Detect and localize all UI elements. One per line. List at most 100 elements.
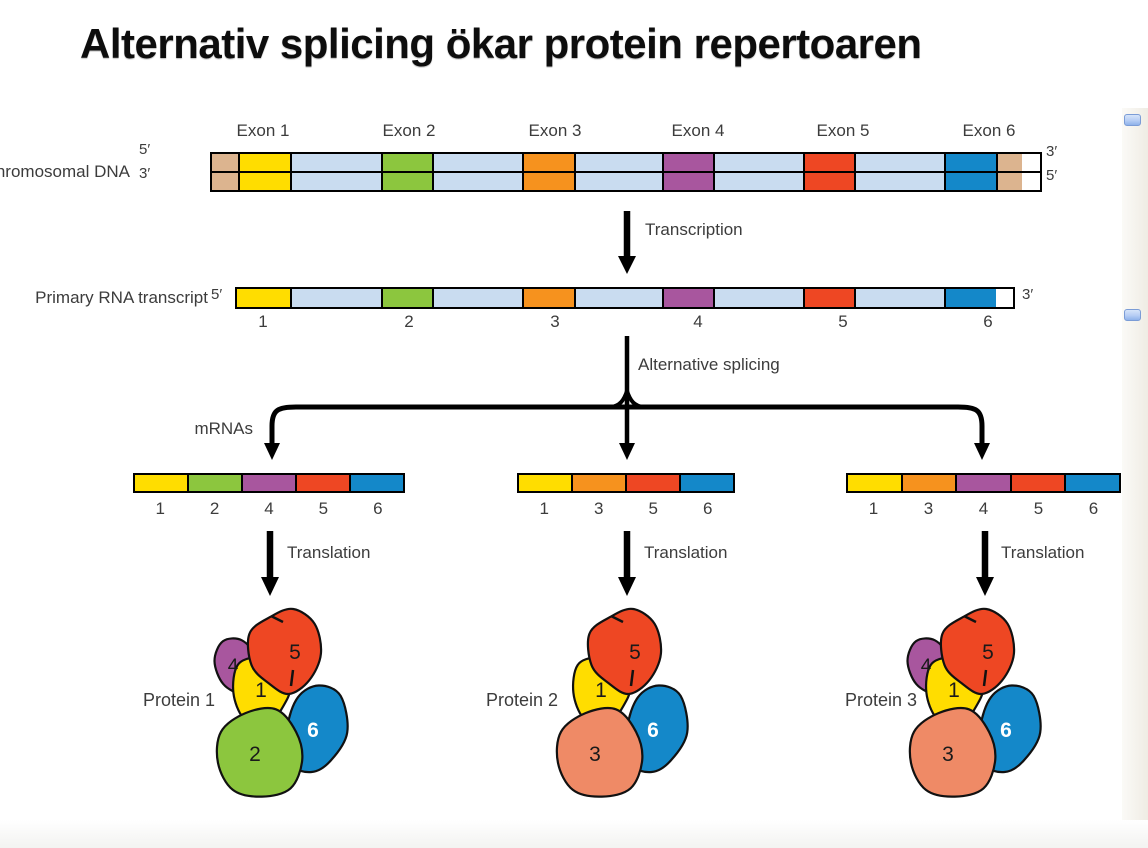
transcript-num-1: 1 (258, 312, 268, 331)
protein-2-label: Protein 2 (485, 690, 558, 710)
protein-3-domain-5-number: 5 (982, 641, 994, 664)
protein-2-domain-5-blob (586, 607, 663, 696)
rna-exon-2 (381, 289, 432, 307)
mrna-1-exon-2 (187, 475, 241, 491)
transcript-num-3: 3 (550, 312, 560, 331)
mrna-bar-2 (517, 473, 735, 493)
mrna-3-exon-6 (1064, 475, 1119, 491)
mrna-3-num-5: 5 (1033, 499, 1044, 518)
chromosomal-dna-label: Chromosomal DNA (0, 162, 130, 181)
protein-2-cleft-marks (610, 614, 635, 687)
scrollbar-thumb-top[interactable] (1124, 114, 1141, 126)
mrna-1-exon-4 (241, 475, 295, 491)
dna-exon-1 (238, 154, 290, 171)
exon-label-2: Exon 2 (382, 121, 436, 140)
dna-intron (713, 154, 803, 171)
mrna-1-exon-5 (295, 475, 349, 491)
mrna-1-exon-6 (349, 475, 403, 491)
protein-1-structure: 415 6 2 (213, 607, 349, 798)
mrna-3-num-3: 3 (923, 499, 934, 518)
dna-intron (854, 154, 944, 171)
slide-title: Alternativ splicing ökar protein reperto… (80, 20, 922, 67)
protein-1-domain-2-blob (215, 706, 304, 798)
scrollbar-thumb-lower[interactable] (1124, 309, 1141, 321)
rna-intron (574, 289, 662, 307)
dna-intron (574, 173, 662, 190)
dna-exon-6 (944, 173, 996, 190)
dna-strand-bottom (212, 171, 1040, 190)
rna-intron (854, 289, 944, 307)
mrna-1-exon-1 (135, 475, 187, 491)
protein-1-domain-5-number: 5 (289, 641, 301, 664)
protein-1-domain-2-number: 2 (249, 743, 261, 766)
mrna-1-num-1: 1 (155, 499, 165, 518)
dna-exon-2 (381, 154, 432, 171)
protein-1-domain-6-number: 6 (307, 719, 319, 742)
primary-transcript-label: Primary RNA transcript (35, 288, 208, 307)
protein-1-domain-1-number: 1 (255, 679, 267, 702)
mrna-1-num-2: 2 (209, 499, 220, 518)
mrna-3-exon-5 (1009, 475, 1065, 491)
mrna-2-num-6: 6 (703, 499, 713, 518)
rna-exon-3 (522, 289, 574, 307)
rna-strand (237, 289, 1013, 307)
mrna-2-num-5: 5 (648, 499, 658, 518)
transcript-num-6: 6 (983, 312, 993, 331)
bottom-band (0, 820, 1148, 848)
mrna-1-num-6: 6 (373, 499, 383, 518)
transcript-5prime: 5′ (211, 286, 223, 303)
dna-exon-4 (662, 154, 713, 171)
protein-3-domain-5-blob (939, 607, 1016, 696)
mrna-3-exon-3 (900, 475, 956, 491)
protein-1-label: Protein 1 (142, 690, 215, 710)
dna-exon-1 (238, 173, 290, 190)
dna-right-5prime: 5′ (1046, 167, 1058, 184)
mrna-2-exon-6 (679, 475, 733, 491)
dna-end-cap (996, 173, 1022, 190)
dna-end-cap (212, 154, 238, 171)
dna-end-cap (996, 154, 1022, 171)
rna-intron (290, 289, 381, 307)
scrollbar-track[interactable] (1122, 108, 1148, 848)
protein-2-domain-3-number: 3 (589, 743, 601, 766)
protein-3-label: Protein 3 (844, 690, 917, 710)
rna-intron (713, 289, 803, 307)
mrna-3-num-1: 1 (868, 499, 879, 518)
protein-1-domain-5-blob (246, 607, 323, 696)
protein-2-domain-5-number: 5 (629, 641, 641, 664)
primary-transcript-bar (235, 287, 1015, 309)
translation-label-2: Translation (644, 543, 728, 562)
exon-label-5: Exon 5 (816, 121, 870, 140)
protein-1-cleft-marks (270, 614, 295, 687)
exon-label-1: Exon 1 (236, 121, 290, 140)
translation-arrow-3 (976, 531, 994, 596)
rna-exon-6 (944, 289, 996, 307)
translation-arrow-2 (618, 531, 636, 596)
dna-right-3prime: 3′ (1046, 143, 1058, 160)
mrna-2-exon-5 (625, 475, 679, 491)
alternative-splicing-arrows (264, 336, 990, 460)
dna-end-cap (212, 173, 238, 190)
transcription-arrow (618, 211, 636, 274)
mrna-2-exon-1 (519, 475, 571, 491)
protein-3-domain-3-blob (908, 706, 997, 798)
dna-left-3prime: 3′ (139, 165, 151, 182)
dna-intron (432, 154, 522, 171)
protein-3-domain-1-number: 1 (948, 679, 960, 702)
mrna-3-num-6: 6 (1088, 499, 1099, 518)
translation-label-1: Translation (287, 543, 371, 562)
mrna-1-num-5: 5 (318, 499, 329, 518)
protein-2-domain-1-number: 1 (595, 679, 607, 702)
mrna-1-num-4: 4 (264, 499, 274, 518)
dna-strand-top (212, 154, 1040, 171)
protein-3-domain-4-number: 4 (921, 656, 932, 677)
mrna-2-num-3: 3 (594, 499, 604, 518)
dna-intron (713, 173, 803, 190)
exon-label-6: Exon 6 (962, 121, 1016, 140)
chromosomal-dna-bar (210, 152, 1042, 192)
mrna-3-num-4: 4 (978, 499, 989, 518)
translation-arrow-1 (261, 531, 279, 596)
dna-exon-3 (522, 173, 574, 190)
mrnas-label: mRNAs (194, 419, 253, 438)
